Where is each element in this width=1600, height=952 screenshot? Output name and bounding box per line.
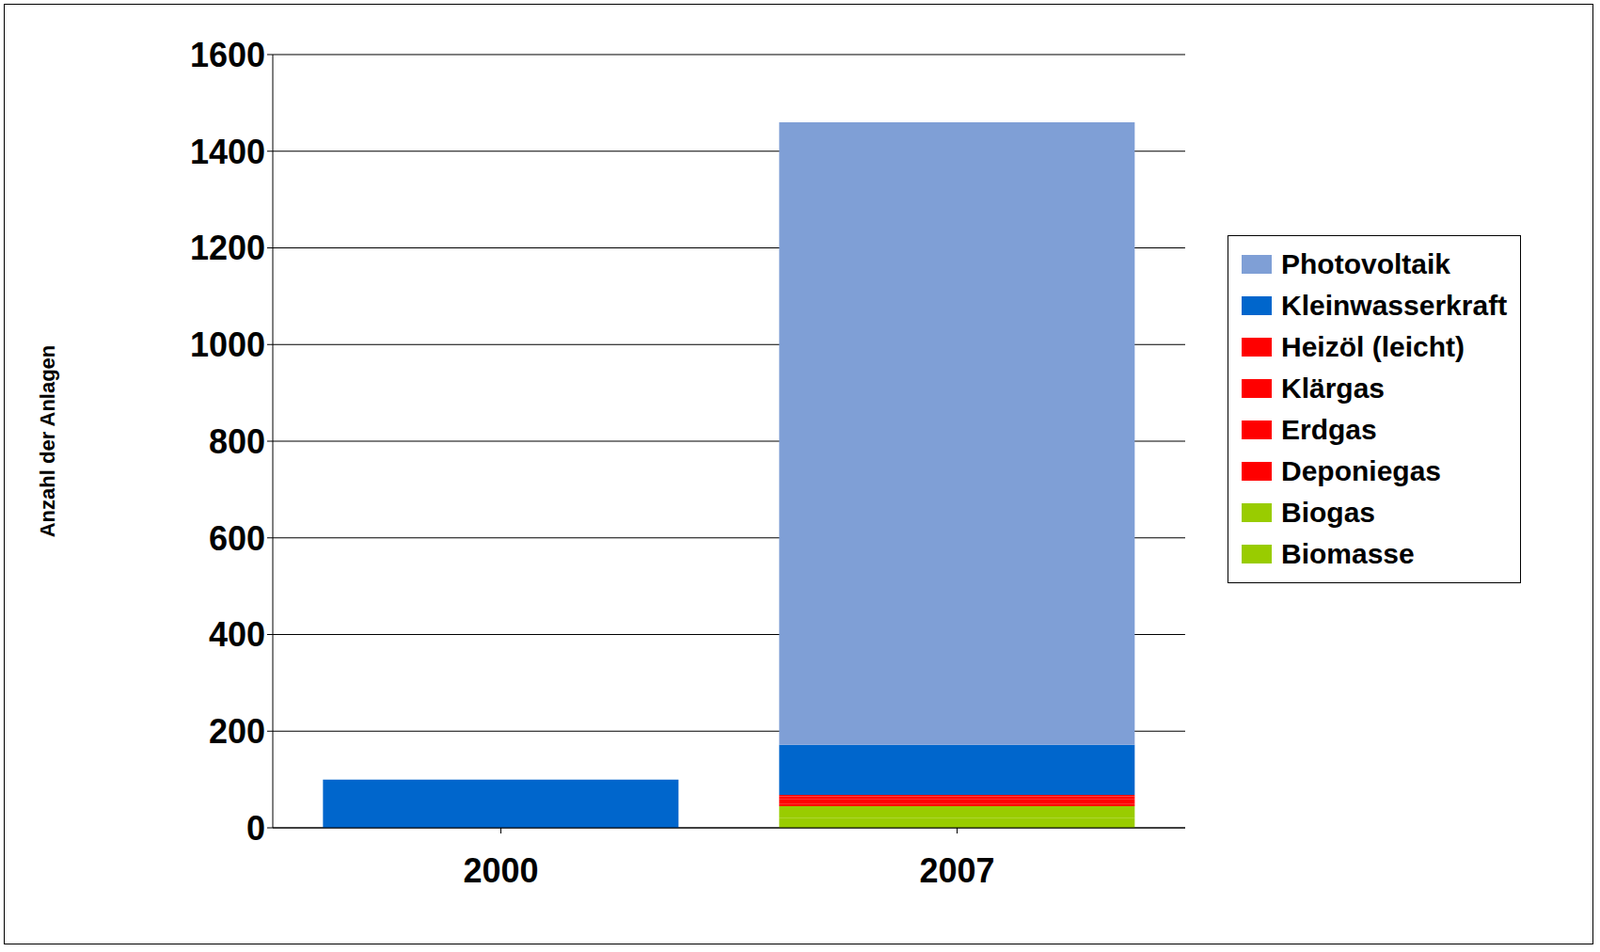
- html-text:Kleinwasserkraft: Kleinwasserkraft: [1281, 289, 1507, 321]
- svg-text:400: 400: [208, 615, 266, 654]
- svg-text:0: 0: [246, 808, 266, 848]
- html-text:Photovoltaik: Photovoltaik: [1281, 248, 1451, 280]
- svg-text:1600: 1600: [190, 35, 266, 75]
- html-text:Heizöl (leicht): Heizöl (leicht): [1281, 331, 1465, 363]
- svg-text:Anzahl der Anlagen: Anzahl der Anlagen: [35, 345, 60, 539]
- html-text:Erdgas: Erdgas: [1281, 413, 1377, 445]
- html-text:Biomasse: Biomasse: [1281, 538, 1415, 570]
- html-text:Klärgas: Klärgas: [1281, 372, 1385, 404]
- svg-text:600: 600: [208, 519, 266, 558]
- svg-text:2007: 2007: [918, 851, 995, 890]
- svg-text:2000: 2000: [462, 851, 539, 890]
- svg-text:1400: 1400: [190, 132, 266, 172]
- html-text:Deponiegas: Deponiegas: [1281, 455, 1442, 487]
- svg-text:800: 800: [208, 422, 266, 461]
- svg-text:1000: 1000: [190, 325, 266, 365]
- svg-text:1200: 1200: [190, 228, 266, 268]
- html-text:Biogas: Biogas: [1281, 496, 1376, 528]
- svg-text:200: 200: [208, 712, 266, 751]
